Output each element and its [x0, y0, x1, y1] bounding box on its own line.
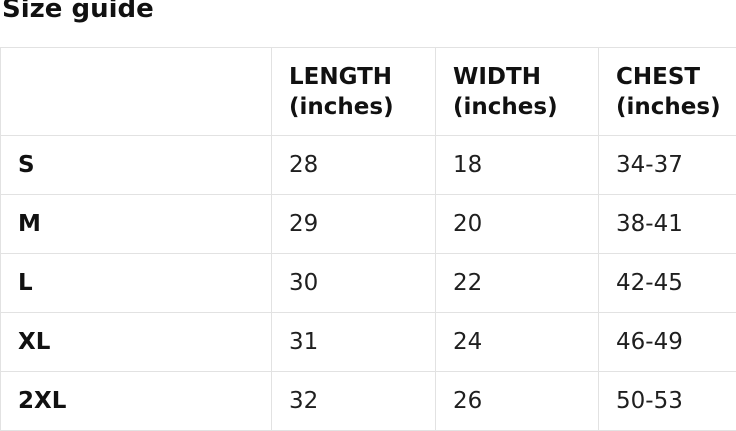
header-cell-empty [0, 47, 272, 136]
table-row-s: S 28 18 34-37 [0, 135, 736, 195]
cell-chest: 38-41 [598, 194, 736, 254]
cell-length: 29 [271, 194, 436, 254]
cell-width: 18 [435, 135, 599, 195]
cell-length: 30 [271, 253, 436, 313]
cell-width: 26 [435, 371, 599, 431]
cell-width: 24 [435, 312, 599, 372]
table-row-l: L 30 22 42-45 [0, 253, 736, 313]
cell-length: 32 [271, 371, 436, 431]
table-row-xl: XL 31 24 46-49 [0, 312, 736, 372]
cell-width: 20 [435, 194, 599, 254]
row-label-size: XL [0, 312, 272, 372]
header-cell-chest: CHEST (inches) [598, 47, 736, 136]
cell-chest: 50-53 [598, 371, 736, 431]
cell-length: 31 [271, 312, 436, 372]
size-guide-table: LENGTH (inches) WIDTH (inches) CHEST (in… [0, 47, 736, 431]
header-cell-length: LENGTH (inches) [271, 47, 436, 136]
row-label-size: 2XL [0, 371, 272, 431]
row-label-size: M [0, 194, 272, 254]
row-label-size: L [0, 253, 272, 313]
header-row: LENGTH (inches) WIDTH (inches) CHEST (in… [0, 47, 736, 136]
page-title: Size guide [2, 0, 154, 24]
header-cell-width: WIDTH (inches) [435, 47, 599, 136]
table-row-2xl: 2XL 32 26 50-53 [0, 371, 736, 431]
cell-width: 22 [435, 253, 599, 313]
cell-chest: 46-49 [598, 312, 736, 372]
cell-chest: 42-45 [598, 253, 736, 313]
table-row-m: M 29 20 38-41 [0, 194, 736, 254]
cell-length: 28 [271, 135, 436, 195]
row-label-size: S [0, 135, 272, 195]
cell-chest: 34-37 [598, 135, 736, 195]
